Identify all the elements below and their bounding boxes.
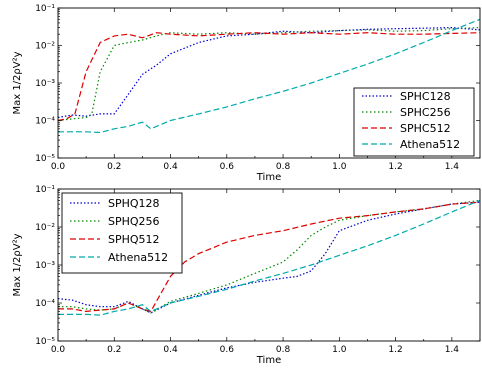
x-tick-label: 0.6 bbox=[220, 345, 235, 355]
x-tick-label: 0.4 bbox=[163, 162, 178, 172]
series-line-sphc512-panel-1 bbox=[57, 32, 481, 122]
y-tick-label: 10⁻¹ bbox=[35, 4, 55, 14]
x-tick-label: 1.2 bbox=[388, 345, 402, 355]
x-tick-label: 0.0 bbox=[51, 345, 66, 355]
series-line-sphq128-panel-2 bbox=[57, 201, 481, 314]
legend-label-athena512: Athena512 bbox=[400, 138, 460, 151]
y-tick-label: 10⁻¹ bbox=[35, 185, 55, 195]
y-tick-label: 10⁻² bbox=[35, 223, 55, 233]
x-tick-label: 0.4 bbox=[163, 345, 178, 355]
legend-label-sphc256: SPHC256 bbox=[400, 106, 451, 119]
series-line-athena512-panel-2 bbox=[58, 199, 481, 316]
x-tick-label: 1.4 bbox=[445, 162, 460, 172]
legend-box bbox=[61, 192, 183, 274]
chart-panel-1: 0.0 0.2 0.4 0.6 0.8 1.0 1.2 1.4 10⁻⁵ 10⁻⁴ 10⁻³ 10⁻²… bbox=[12, 4, 481, 183]
x-tick-label: 0.8 bbox=[276, 162, 291, 172]
y-tick-label: 10⁻⁵ bbox=[35, 154, 55, 164]
series-line-sphc256-panel-1 bbox=[57, 27, 481, 122]
legend-label-sphc512: SPHC512 bbox=[400, 122, 451, 135]
legend: SPHQ128 SPHQ256 SPHQ512 Athena512 bbox=[61, 192, 183, 274]
series-line-sphq512-panel-2 bbox=[58, 201, 481, 313]
y-tick-label: 10⁻⁴ bbox=[35, 117, 55, 127]
legend-label-athena512: Athena512 bbox=[108, 251, 168, 264]
y-axis-label: Max 1/2ρV²y bbox=[12, 233, 23, 296]
x-tick-label: 1.0 bbox=[332, 345, 347, 355]
x-tick-label: 1.0 bbox=[332, 162, 347, 172]
y-tick-label: 10⁻⁴ bbox=[35, 299, 55, 309]
x-tick-label: 1.2 bbox=[388, 162, 402, 172]
x-tick-label: 0.8 bbox=[276, 345, 291, 355]
legend: SPHC128 SPHC256 SPHC512 Athena512 bbox=[353, 87, 475, 157]
legend-label-sphq128: SPHQ128 bbox=[108, 197, 160, 210]
x-tick-label: 1.4 bbox=[445, 345, 460, 355]
x-tick-label: 0.6 bbox=[220, 162, 235, 172]
y-axis-label: Max 1/2ρV²y bbox=[12, 51, 23, 114]
y-tick-label: 10⁻³ bbox=[35, 79, 55, 89]
chart-panel-2: 0.0 0.2 0.4 0.6 0.8 1.0 1.2 1.4 10⁻⁵ 10⁻⁴ 10⁻³ 10⁻²… bbox=[12, 185, 481, 366]
legend-box bbox=[353, 87, 475, 157]
x-tick-label: 0.2 bbox=[107, 345, 121, 355]
x-axis-label: Time bbox=[256, 172, 281, 183]
x-tick-label: 0.2 bbox=[107, 162, 121, 172]
x-tick-label: 0.0 bbox=[51, 162, 66, 172]
legend-label-sphq256: SPHQ256 bbox=[108, 215, 160, 228]
x-axis-label: Time bbox=[256, 355, 281, 366]
legend-label-sphc128: SPHC128 bbox=[400, 90, 451, 103]
series-line-athena512-panel-1 bbox=[58, 18, 481, 134]
legend-label-sphq512: SPHQ512 bbox=[108, 233, 160, 246]
y-tick-label: 10⁻³ bbox=[35, 261, 55, 271]
y-tick-label: 10⁻² bbox=[35, 42, 55, 52]
y-tick-label: 10⁻⁵ bbox=[35, 337, 55, 347]
